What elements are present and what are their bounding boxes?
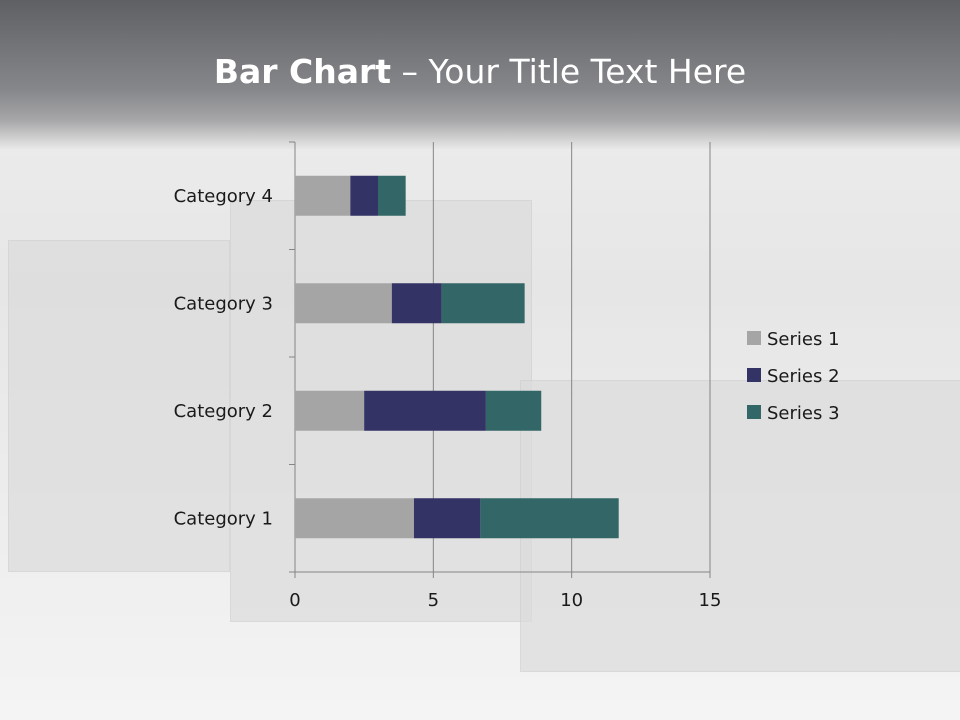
title-separator: – <box>391 52 429 91</box>
category-label: Category 2 <box>174 401 273 422</box>
title-bold: Bar Chart <box>213 52 392 91</box>
title-bar <box>0 0 960 150</box>
bar-series-3-category-4 <box>378 175 406 216</box>
bar-series-3-category-3 <box>441 283 525 324</box>
category-label: Category 1 <box>174 508 273 529</box>
x-tick-label: 15 <box>699 590 722 611</box>
legend-swatch <box>747 405 761 419</box>
category-label: Category 3 <box>174 293 273 314</box>
bar-series-2-category-4 <box>350 175 378 216</box>
slide-title: Bar Chart – Your Title Text Here <box>0 52 960 91</box>
x-tick-label: 5 <box>428 590 439 611</box>
bar-series-1-category-4 <box>295 175 351 216</box>
bar-series-2-category-1 <box>413 498 481 539</box>
legend-swatch <box>747 368 761 382</box>
printer-left-section <box>8 240 230 572</box>
x-tick-label: 10 <box>560 590 583 611</box>
legend-swatch <box>747 331 761 345</box>
category-label: Category 4 <box>174 186 273 207</box>
bar-series-2-category-2 <box>364 390 486 431</box>
legend-label: Series 1 <box>767 329 840 350</box>
title-text: Your Title Text Here <box>428 52 747 91</box>
bar-series-3-category-2 <box>485 390 542 431</box>
bar-series-1-category-2 <box>295 390 365 431</box>
legend-label: Series 3 <box>767 403 840 424</box>
bar-series-1-category-1 <box>295 498 414 539</box>
bar-series-1-category-3 <box>295 283 392 324</box>
x-tick-label: 0 <box>289 590 300 611</box>
legend-label: Series 2 <box>767 366 840 387</box>
bar-series-3-category-1 <box>480 498 619 539</box>
bar-series-2-category-3 <box>391 283 442 324</box>
